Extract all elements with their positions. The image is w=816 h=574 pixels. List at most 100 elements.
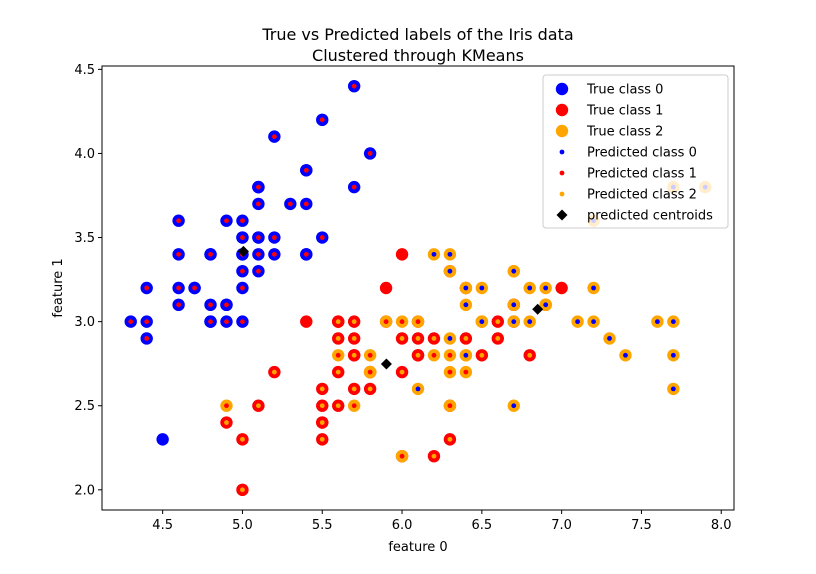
predicted-class-dot — [415, 386, 421, 392]
predicted-class-dot — [335, 352, 341, 358]
x-tick-label: 7.5 — [631, 518, 652, 533]
legend-label: Predicted class 2 — [587, 188, 697, 203]
data-point — [443, 365, 457, 379]
data-point — [140, 332, 153, 345]
data-point — [252, 180, 265, 194]
data-point — [395, 365, 409, 379]
data-point — [491, 332, 504, 345]
data-point — [316, 399, 329, 412]
predicted-class-dot — [367, 386, 373, 392]
data-point — [475, 281, 489, 295]
legend-entry: True class 2 — [555, 124, 663, 140]
legend-marker — [555, 124, 569, 138]
data-point — [332, 399, 345, 412]
predicted-class-dot — [399, 453, 405, 459]
predicted-class-dot — [383, 285, 389, 291]
predicted-class-dot — [144, 319, 150, 325]
predicted-class-dot — [479, 352, 485, 358]
data-point — [347, 382, 361, 396]
predicted-class-dot — [527, 285, 533, 291]
predicted-class-dot — [335, 319, 341, 325]
data-point — [332, 365, 345, 379]
predicted-class-dot — [208, 319, 213, 325]
predicted-class-dot — [351, 83, 357, 89]
predicted-class-dot — [591, 285, 596, 291]
y-tick-label: 4.5 — [74, 63, 95, 78]
predicted-class-dot — [351, 319, 357, 325]
predicted-class-dot — [240, 268, 245, 274]
legend-marker — [559, 191, 565, 197]
data-point — [172, 281, 185, 295]
data-point — [667, 315, 680, 328]
predicted-class-dot — [256, 184, 261, 190]
predicted-class-dot — [623, 352, 628, 358]
data-point — [252, 399, 265, 412]
predicted-class-dot — [479, 319, 485, 325]
predicted-class-dot — [495, 336, 501, 341]
predicted-class-dot — [543, 285, 549, 291]
predicted-class-dot — [144, 285, 150, 291]
data-point — [443, 433, 457, 446]
data-point — [300, 197, 313, 211]
predicted-class-dot — [303, 167, 309, 173]
data-point — [156, 433, 169, 446]
legend-marker — [559, 170, 565, 176]
data-point — [220, 298, 233, 312]
data-point — [347, 349, 361, 362]
predicted-class-dot — [176, 285, 182, 291]
data-point — [252, 248, 265, 261]
data-point — [236, 214, 249, 227]
data-point — [316, 231, 329, 244]
data-point — [316, 113, 329, 127]
legend-entry: Predicted class 1 — [559, 167, 697, 182]
predicted-class-dot — [463, 285, 469, 291]
x-tick-label: 6.0 — [392, 518, 413, 533]
data-point — [459, 365, 473, 379]
predicted-class-dot — [463, 369, 469, 375]
data-point — [347, 315, 361, 328]
data-point — [507, 298, 520, 312]
centroid-diamond — [380, 358, 392, 370]
data-point — [300, 248, 313, 261]
chart-subtitle: Clustered through KMeans — [312, 46, 524, 65]
predicted-class-dot — [399, 319, 405, 325]
y-tick-label: 2.0 — [74, 483, 95, 498]
data-point — [651, 315, 664, 328]
predicted-class-dot — [431, 336, 437, 341]
predicted-class-dot — [575, 319, 580, 325]
data-point — [427, 332, 441, 345]
predicted-class-dot — [399, 251, 405, 257]
predicted-class-dot — [271, 235, 277, 240]
predicted-class-dot — [367, 151, 373, 156]
predicted-class-dot — [335, 403, 341, 409]
predicted-class-dot — [240, 319, 245, 325]
x-axis-label: feature 0 — [388, 540, 447, 555]
predicted-class-dot — [591, 319, 596, 325]
predicted-class-dot — [303, 201, 309, 207]
predicted-class-dot — [176, 218, 182, 224]
predicted-class-dot — [303, 319, 309, 325]
data-point — [427, 349, 441, 362]
predicted-class-dot — [351, 403, 357, 409]
data-point — [443, 332, 457, 345]
data-point — [204, 298, 217, 312]
data-point — [204, 248, 217, 261]
predicted-class-dot — [160, 436, 166, 442]
data-point — [236, 433, 249, 446]
data-point — [252, 264, 265, 278]
predicted-class-dot — [303, 251, 309, 257]
predicted-class-dot — [527, 319, 533, 325]
data-point — [172, 248, 185, 261]
legend-entry: Predicted class 0 — [559, 146, 697, 161]
predicted-class-dot — [543, 302, 549, 308]
y-tick-label: 3.0 — [74, 315, 95, 330]
data-point — [619, 349, 632, 362]
predicted-class-dot — [399, 336, 405, 341]
data-point — [507, 264, 520, 278]
predicted-class-dot — [176, 251, 182, 257]
data-point — [459, 349, 473, 362]
data-point — [347, 399, 361, 412]
predicted-class-dot — [319, 117, 325, 123]
data-point — [459, 298, 473, 312]
